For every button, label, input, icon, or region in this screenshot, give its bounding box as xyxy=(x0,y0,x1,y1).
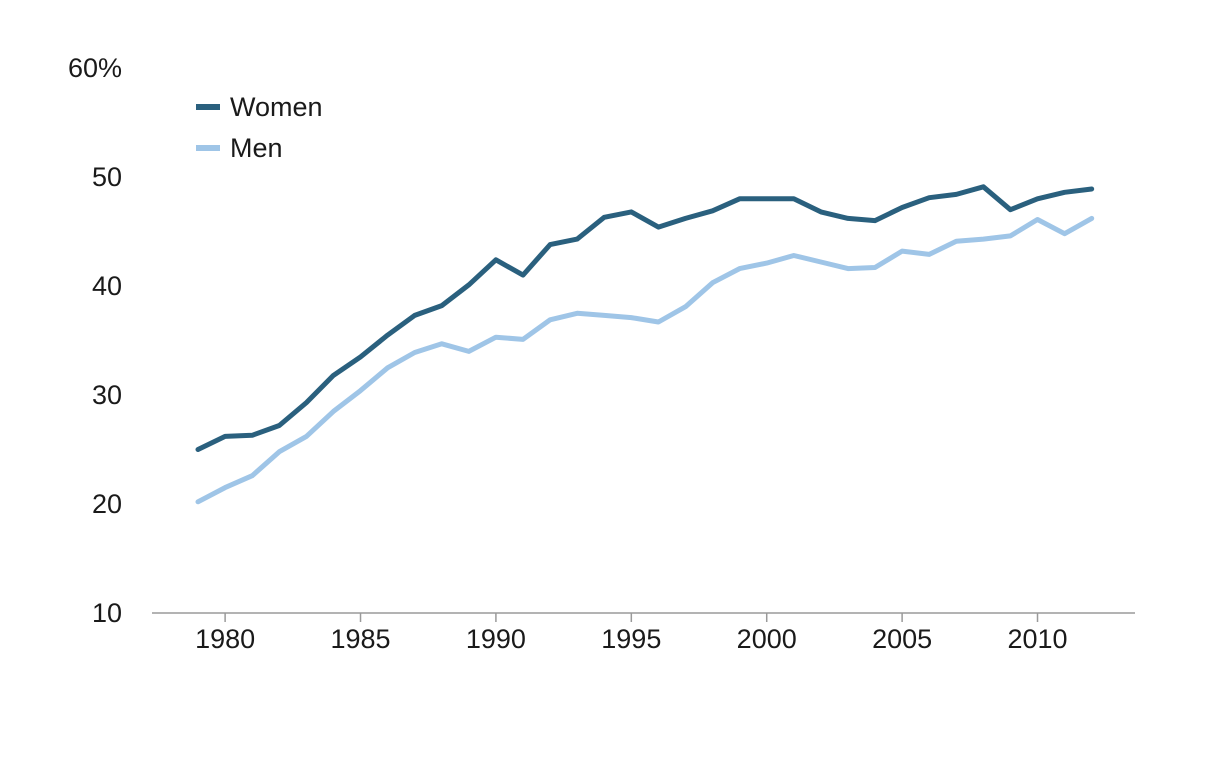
series-line-men xyxy=(195,215,1095,505)
y-tick-label: 30 xyxy=(92,380,122,410)
y-axis-tick-labels: 10 20 30 40 50 60% xyxy=(68,53,122,628)
y-tick-label: 20 xyxy=(92,489,122,519)
y-tick-label: 10 xyxy=(92,598,122,628)
series-line-women xyxy=(195,184,1095,452)
x-tick-label: 1980 xyxy=(195,624,255,654)
x-tick-label: 1995 xyxy=(601,624,661,654)
series-lines xyxy=(195,184,1095,505)
x-tick-label: 1985 xyxy=(330,624,390,654)
x-tick-label: 2005 xyxy=(872,624,932,654)
legend-label-women: Women xyxy=(230,92,323,122)
x-tick-label: 2000 xyxy=(737,624,797,654)
x-tick-label: 2010 xyxy=(1007,624,1067,654)
y-tick-label: 40 xyxy=(92,271,122,301)
y-tick-label: 50 xyxy=(92,162,122,192)
y-tick-label: 60% xyxy=(68,53,122,83)
x-tick-label: 1990 xyxy=(466,624,526,654)
x-axis-tick-labels: 1980 1985 1990 1995 2000 2005 2010 xyxy=(195,613,1068,654)
legend: Women Men xyxy=(196,92,323,163)
legend-label-men: Men xyxy=(230,133,283,163)
